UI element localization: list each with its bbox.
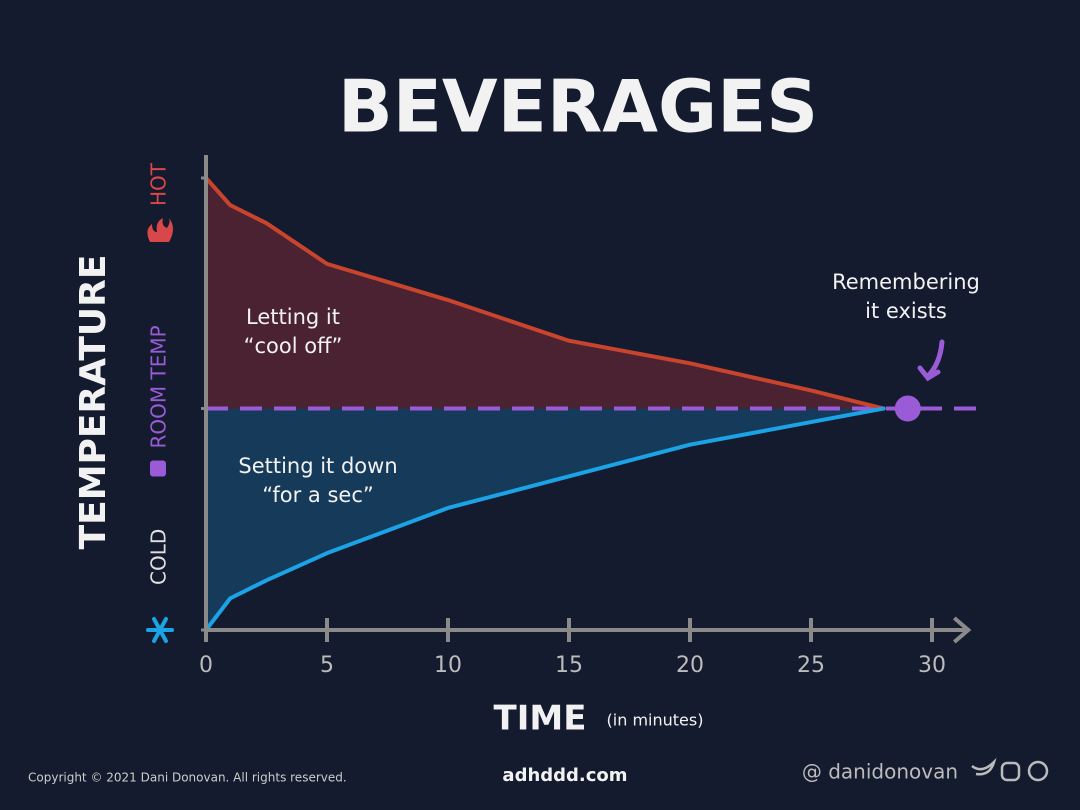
y-tick-label: COLD	[147, 529, 171, 585]
chart-title: BEVERAGES	[338, 65, 818, 149]
y-axis-label: TEMPERATURE	[73, 255, 114, 550]
y-tick-label: HOT	[147, 162, 171, 206]
pointer-arrow	[917, 339, 945, 382]
y-tick-label: ROOM TEMP	[147, 325, 171, 448]
instagram-icon	[1000, 761, 1021, 782]
highlight-point	[894, 395, 921, 422]
snowflake-icon	[146, 617, 174, 643]
x-tick-label: 25	[797, 653, 825, 678]
social-icons	[971, 757, 1049, 782]
x-tick-label: 5	[320, 653, 334, 678]
area-fill	[206, 178, 884, 409]
annotation: “for a sec”	[262, 483, 374, 507]
room-icon	[150, 460, 166, 477]
x-tick-label: 10	[434, 653, 462, 678]
x-tick-label: 30	[918, 653, 946, 678]
x-tick-label: 0	[199, 653, 213, 678]
x-axis-arrow	[952, 616, 972, 644]
annotation: Setting it down	[238, 454, 397, 478]
copyright: Copyright © 2021 Dani Donovan. All right…	[28, 771, 347, 785]
patreon-icon	[1027, 760, 1049, 782]
site: adhddd.com	[502, 765, 627, 786]
handle: @ danidonovan	[802, 760, 958, 784]
annotation: Letting it	[246, 305, 340, 329]
x-axis-label: TIME	[494, 699, 587, 739]
annotation: it exists	[865, 299, 947, 323]
annotation: “cool off”	[244, 334, 343, 358]
flame-icon	[147, 218, 173, 242]
twitter-icon	[971, 757, 997, 776]
area-fill	[206, 408, 884, 630]
series-line	[204, 176, 886, 411]
series-line	[204, 406, 886, 632]
annotation: Remembering	[832, 270, 980, 294]
x-tick-label: 20	[676, 653, 704, 678]
x-axis-note: (in minutes)	[607, 711, 704, 730]
x-tick-label: 15	[555, 653, 583, 678]
